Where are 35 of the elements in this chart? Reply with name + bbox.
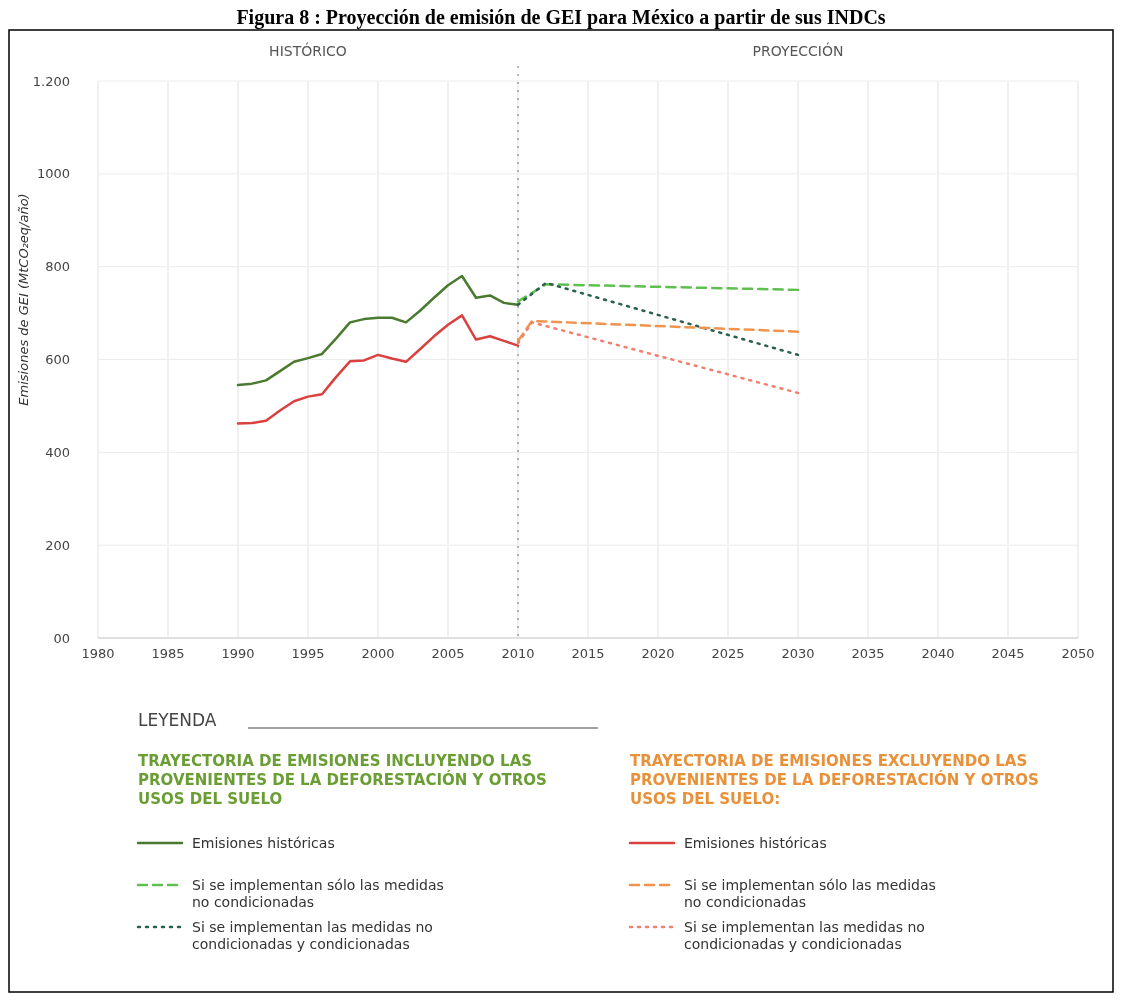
x-tick-label: 1985: [151, 646, 185, 661]
text: HISTÓRICO: [269, 42, 347, 59]
text: PROYECCIÓN: [752, 42, 844, 59]
legend-label: Emisiones históricas: [684, 835, 827, 851]
y-tick-label: 400: [45, 444, 70, 460]
y-tick-label: 00: [53, 630, 70, 646]
legend-label: Si se implementan sólo las medidas no condicionadas: [684, 877, 936, 910]
x-tick-label: 2020: [641, 646, 675, 661]
legend-title: LEYENDA: [138, 710, 217, 730]
legend-label: Si se implementan sólo las medidas no condicionadas: [192, 877, 444, 910]
x-tick-label: 1990: [221, 646, 255, 661]
x-tick-label: 2010: [501, 646, 535, 661]
text: TRAYECTORIA DE EMISIONES INCLUYENDO LAS PROVENIENTES DE LA DEFORESTACIÓN Y OTROS USOS DEL SUELO: [138, 752, 547, 808]
x-tick-label: 2015: [571, 646, 605, 661]
x-tick-label: 2005: [431, 646, 465, 661]
y-tick-label: 800: [45, 259, 70, 275]
chart-title: Figura 8 : Proyección de emisión de GEI para México a partir de sus INDCs: [236, 6, 886, 29]
x-tick-label: 2000: [361, 646, 395, 661]
x-tick-label: 2045: [991, 646, 1025, 661]
legend-label: Emisiones históricas: [192, 835, 335, 851]
legend-label: Si se implementan las medidas no condicionadas y condicionadas: [684, 919, 925, 952]
y-tick-label: 1000: [36, 166, 70, 182]
text: TRAYECTORIA DE EMISIONES EXCLUYENDO LAS PROVENIENTES DE LA DEFORESTACIÓN Y OTROS USOS DEL SUELO:: [630, 752, 1039, 808]
x-tick-label: 1995: [291, 646, 325, 661]
y-axis-title: Emisiones de GEI (MtCO₂eq/año): [16, 193, 31, 406]
y-tick-label: 600: [45, 352, 70, 368]
y-tick-label: 200: [45, 537, 70, 553]
x-tick-label: 2040: [921, 646, 955, 661]
x-tick-label: 2030: [781, 646, 815, 661]
y-tick-label: 1.200: [32, 73, 70, 89]
x-tick-label: 2050: [1061, 646, 1095, 661]
legend-label: Si se implementan las medidas no condicionadas y condicionadas: [192, 919, 433, 952]
x-tick-label: 2025: [711, 646, 745, 661]
x-tick-label: 1980: [81, 646, 115, 661]
x-tick-label: 2035: [851, 646, 885, 661]
